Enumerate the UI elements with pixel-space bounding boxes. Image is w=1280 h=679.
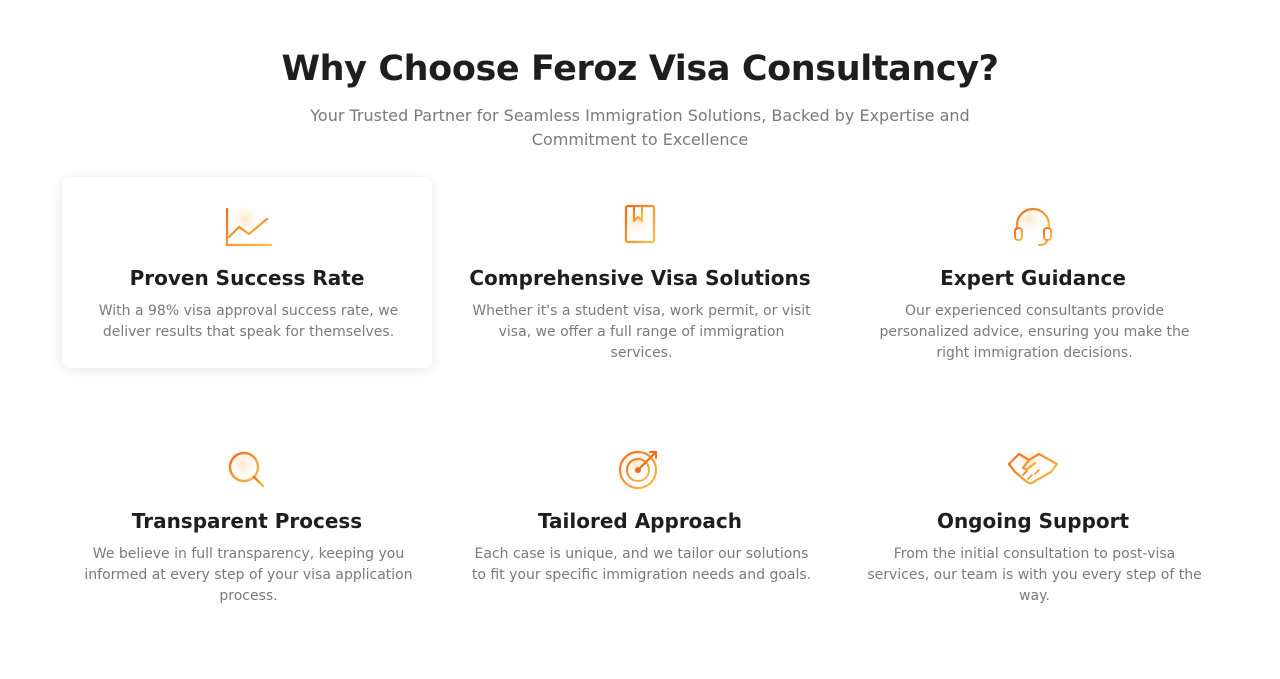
book-icon	[612, 201, 668, 251]
feature-title: Tailored Approach	[537, 509, 743, 533]
feature-description: From the initial consultation to post-vi…	[867, 546, 1202, 604]
chart-icon	[219, 201, 275, 251]
feature-description: Whether it's a student visa, work permit…	[472, 303, 811, 361]
section-title: Why Choose Feroz Visa Consultancy?	[281, 49, 999, 89]
feature-card-visa-solutions[interactable]: Comprehensive Visa Solutions Whether it'…	[455, 177, 825, 368]
feature-description: With a 98% visa approval success rate, w…	[98, 303, 399, 340]
feature-title: Expert Guidance	[940, 266, 1126, 290]
feature-card-success-rate[interactable]: Proven Success Rate With a 98% visa appr…	[62, 177, 432, 368]
feature-card-ongoing-support[interactable]: Ongoing Support From the initial consult…	[848, 420, 1218, 611]
feature-card-tailored-approach[interactable]: Tailored Approach Each case is unique, a…	[455, 420, 825, 611]
target-icon	[612, 444, 668, 494]
feature-description: Our experienced consultants provide pers…	[879, 303, 1190, 361]
feature-description: We believe in full transparency, keeping…	[84, 546, 413, 604]
headset-icon	[1005, 201, 1061, 251]
feature-title: Transparent Process	[131, 509, 363, 533]
feature-card-expert-guidance[interactable]: Expert Guidance Our experienced consulta…	[848, 177, 1218, 368]
feature-title: Comprehensive Visa Solutions	[469, 266, 811, 290]
section-subtitle: Your Trusted Partner for Seamless Immigr…	[310, 106, 970, 149]
feature-description: Each case is unique, and we tailor our s…	[471, 546, 812, 583]
feature-card-transparent-process[interactable]: Transparent Process We believe in full t…	[62, 420, 432, 611]
section-header: Why Choose Feroz Visa Consultancy? Your …	[0, 44, 1280, 152]
magnifier-icon	[219, 444, 275, 494]
feature-title: Proven Success Rate	[129, 266, 365, 290]
feature-title: Ongoing Support	[936, 509, 1130, 533]
handshake-icon	[1005, 444, 1061, 494]
